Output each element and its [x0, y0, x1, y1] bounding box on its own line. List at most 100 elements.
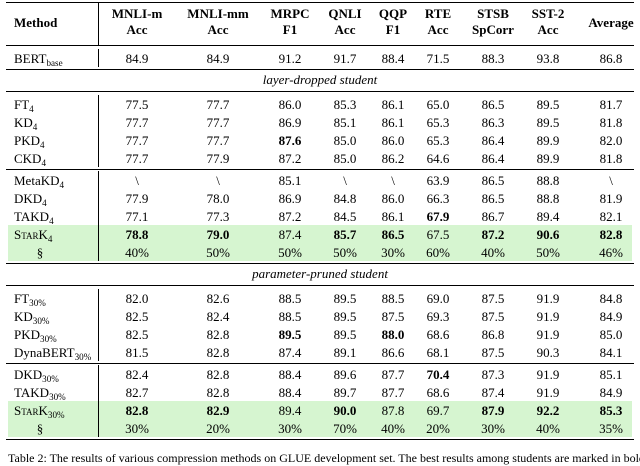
cell: 86.2	[381, 151, 405, 166]
cell: 84.1	[599, 345, 623, 360]
cell: 82.8	[599, 227, 623, 242]
cell: 89.9	[536, 151, 560, 166]
cell: 30%	[125, 421, 149, 436]
method: StarK	[14, 227, 48, 242]
cell: 82.7	[125, 385, 149, 400]
cell: 65.3	[426, 115, 450, 130]
divider	[98, 365, 99, 383]
cell: 92.2	[536, 403, 560, 418]
divider	[98, 2, 99, 45]
cell: 71.5	[426, 51, 450, 66]
method-subscript: 30%	[49, 392, 66, 402]
cell: 88.0	[381, 327, 405, 342]
cell: 87.4	[481, 385, 505, 400]
method: MetaKD	[14, 173, 60, 188]
column-header: MNLI-m	[111, 6, 163, 21]
method-subscript: 30%	[32, 316, 50, 326]
method: DKD	[14, 367, 43, 382]
cell: 30%	[381, 245, 405, 260]
method-name: TAKD4	[14, 209, 54, 226]
cell: 66.3	[426, 191, 450, 206]
cell: 91.9	[536, 327, 560, 342]
column-header: SST-2	[531, 6, 565, 21]
cell: 89.5	[333, 291, 357, 306]
cell: 82.5	[125, 309, 149, 324]
cell: 87.2	[481, 227, 505, 242]
cell: 63.9	[426, 173, 450, 188]
divider	[98, 307, 99, 325]
cell: 77.5	[125, 97, 149, 112]
divider	[98, 419, 99, 437]
cell: 82.1	[599, 209, 623, 224]
cell: 90.6	[536, 227, 560, 242]
cell: 84.9	[125, 51, 149, 66]
cell: 89.5	[536, 97, 560, 112]
cell: 85.7	[333, 227, 357, 242]
cell: 86.0	[278, 97, 302, 112]
rule	[6, 91, 634, 92]
method-subscript: 4	[41, 158, 46, 168]
cell: 69.3	[426, 309, 450, 324]
cell: \	[609, 173, 613, 188]
cell: 85.1	[599, 367, 623, 382]
rule	[6, 363, 634, 364]
cell: 20%	[206, 421, 230, 436]
cell: 88.5	[381, 291, 405, 306]
cell: 88.4	[278, 367, 302, 382]
divider	[98, 131, 99, 149]
method-subscript: 4	[49, 216, 54, 226]
cell: 77.7	[206, 97, 230, 112]
cell: 85.3	[599, 403, 623, 418]
method-name: StarK30%	[14, 403, 65, 420]
cell: 30%	[481, 421, 505, 436]
cell: 86.1	[381, 115, 405, 130]
cell: 91.9	[536, 385, 560, 400]
cell: 87.2	[278, 151, 302, 166]
cell: 87.7	[381, 367, 405, 382]
cell: 89.5	[278, 327, 302, 342]
cell: 89.7	[333, 385, 357, 400]
method-name: PKD4	[14, 133, 45, 150]
cell: 69.0	[426, 291, 450, 306]
cell: 82.8	[206, 327, 230, 342]
cell: 87.5	[481, 291, 505, 306]
cell: 86.5	[481, 97, 505, 112]
cell: 88.5	[278, 309, 302, 324]
cell: 50%	[333, 245, 357, 260]
cell: 82.9	[206, 403, 230, 418]
cell: 86.7	[481, 209, 505, 224]
cell: 93.8	[536, 51, 560, 66]
cell: \	[343, 173, 347, 188]
column-header: QQP	[378, 6, 408, 21]
cell: 86.4	[481, 133, 505, 148]
cell: 86.3	[481, 115, 505, 130]
cell: 68.1	[426, 345, 450, 360]
method-name: §	[37, 245, 44, 261]
column-subheader: Acc	[334, 22, 356, 37]
method-name: DKD30%	[14, 367, 59, 384]
method: KD	[14, 115, 33, 130]
cell: 50%	[536, 245, 560, 260]
divider	[98, 207, 99, 225]
method-subscript: 30%	[29, 298, 46, 308]
method-name: §	[37, 421, 44, 437]
section-label: parameter-pruned student	[252, 266, 388, 281]
cell: 67.5	[426, 227, 450, 242]
cell: 86.0	[381, 191, 405, 206]
column-subheader: Acc	[537, 22, 559, 37]
cell: 89.6	[333, 367, 357, 382]
cell: 81.8	[599, 151, 623, 166]
cell: 86.9	[278, 191, 302, 206]
cell: 40%	[536, 421, 560, 436]
cell: 87.3	[481, 367, 505, 382]
cell: 82.0	[599, 133, 623, 148]
cell: 89.5	[536, 115, 560, 130]
cell: 78.8	[125, 227, 149, 242]
cell: 85.3	[333, 97, 357, 112]
column-subheader: SpCorr	[472, 22, 514, 37]
method-subscript: 30%	[40, 334, 57, 344]
cell: 77.7	[206, 133, 230, 148]
cell: 86.9	[278, 115, 302, 130]
cell: 82.4	[125, 367, 149, 382]
method-subscript: 4	[29, 104, 34, 114]
